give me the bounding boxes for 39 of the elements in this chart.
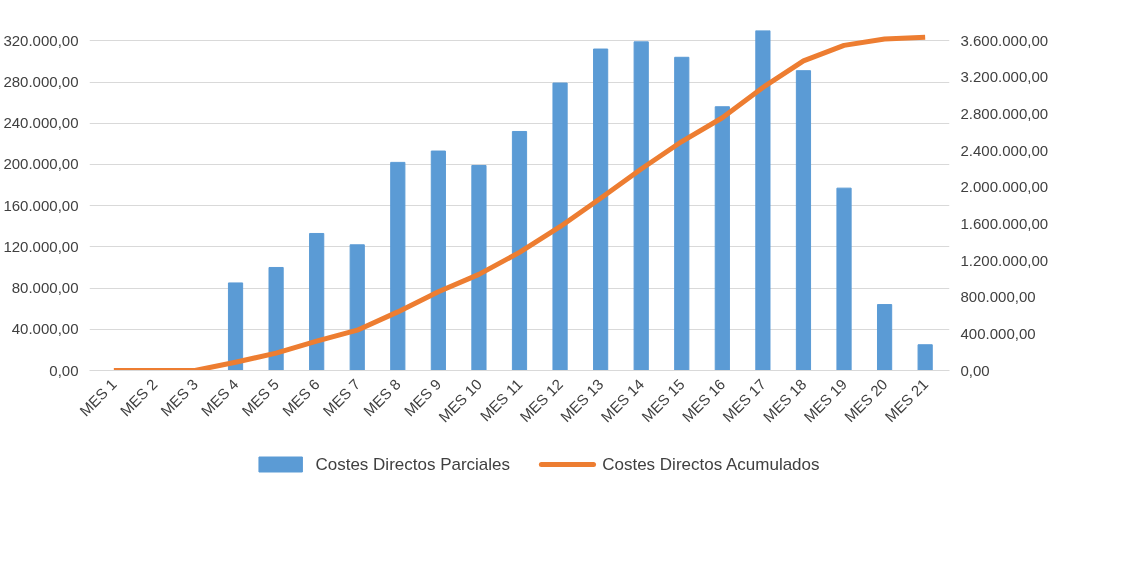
y-tick-label: 280.000,00	[3, 73, 79, 91]
y-tick-label: 160.000,00	[3, 196, 79, 214]
bar	[430, 150, 446, 371]
y2-tick-label: 2.000.000,00	[960, 178, 1049, 196]
y2-tick-label: 1.600.000,00	[960, 214, 1049, 232]
y2-tick-label: 2.400.000,00	[960, 141, 1049, 159]
y-tick-label: 120.000,00	[3, 237, 79, 255]
bar	[755, 30, 771, 371]
y2-tick-label: 2.800.000,00	[960, 105, 1049, 123]
bar	[795, 70, 812, 371]
bar	[268, 266, 284, 371]
bar	[836, 187, 852, 371]
y2-tick-label: 1.200.000,00	[960, 251, 1049, 269]
y2-tick-label: 0,00	[960, 361, 990, 379]
bar	[227, 282, 244, 371]
bar	[877, 304, 893, 371]
y2-tick-label: 400.000,00	[960, 324, 1036, 342]
y-tick-label: 40.000,00	[11, 320, 79, 338]
bar	[714, 106, 730, 371]
y-tick-label: 80.000,00	[11, 279, 79, 297]
bar	[309, 232, 325, 371]
bar	[633, 41, 649, 371]
y-tick-label: 0,00	[49, 361, 79, 379]
bar	[471, 164, 487, 371]
legend-label: Costes Directos Acumulados	[602, 455, 820, 474]
bar	[593, 48, 609, 371]
bar	[390, 161, 406, 371]
bar	[552, 82, 568, 371]
bar	[349, 244, 365, 371]
bar	[511, 130, 528, 371]
y2-tick-label: 800.000,00	[960, 288, 1036, 306]
y2-tick-label: 3.600.000,00	[960, 31, 1049, 49]
legend-label: Costes Directos Parciales	[315, 455, 511, 474]
y-tick-label: 320.000,00	[3, 31, 79, 49]
y-tick-label: 200.000,00	[3, 155, 79, 173]
y2-tick-label: 3.200.000,00	[960, 68, 1049, 86]
y-tick-label: 240.000,00	[3, 114, 79, 132]
bar	[917, 344, 933, 371]
bar	[674, 56, 690, 371]
